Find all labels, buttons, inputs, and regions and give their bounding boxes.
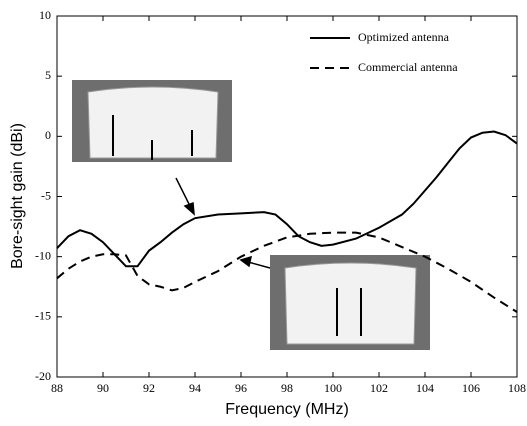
y-tick-label: 10 bbox=[39, 8, 51, 22]
x-tick-label: 96 bbox=[235, 381, 247, 395]
x-tick-label: 106 bbox=[462, 381, 480, 395]
x-tick-label: 98 bbox=[281, 381, 293, 395]
inset-optimized bbox=[72, 80, 232, 162]
x-tick-label: 88 bbox=[51, 381, 63, 395]
arrows bbox=[175, 177, 271, 269]
x-tick-label: 100 bbox=[324, 381, 342, 395]
y-tick-label: 5 bbox=[45, 68, 51, 82]
x-tick-label: 94 bbox=[189, 381, 201, 395]
x-axis-label: Frequency (MHz) bbox=[225, 401, 349, 418]
x-tick-label: 90 bbox=[97, 381, 109, 395]
inset-commercial bbox=[270, 255, 430, 350]
x-tick-label: 102 bbox=[370, 381, 388, 395]
series-line bbox=[56, 231, 518, 313]
y-tick-label: -20 bbox=[35, 369, 51, 383]
y-axis-label: Bore-sight gain (dBi) bbox=[9, 123, 26, 269]
y-tick-label: -15 bbox=[35, 309, 51, 323]
series-line bbox=[56, 130, 518, 268]
x-tick-label: 104 bbox=[416, 381, 434, 395]
x-tick-label: 92 bbox=[143, 381, 155, 395]
y-tick-label: -5 bbox=[41, 188, 51, 202]
y-tick-label: -10 bbox=[35, 248, 51, 262]
legend-label: Commercial antenna bbox=[358, 60, 458, 74]
y-tick-label: 0 bbox=[45, 128, 51, 142]
legend-label: Optimized antenna bbox=[358, 30, 450, 44]
x-tick-label: 108 bbox=[508, 381, 526, 395]
